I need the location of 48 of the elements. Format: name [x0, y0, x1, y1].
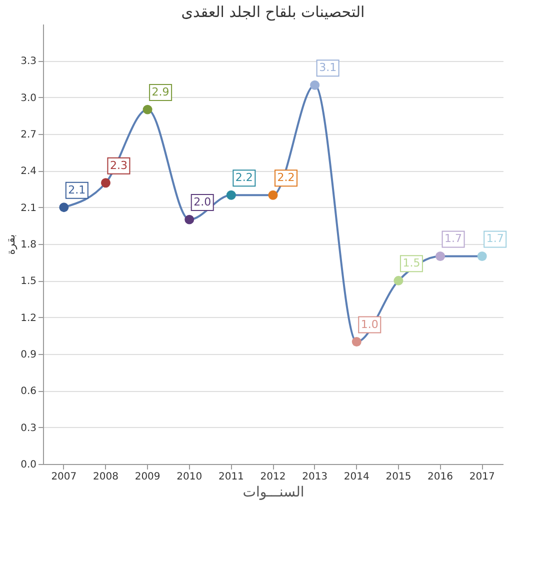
- y-tick-label: 2.4: [20, 166, 36, 178]
- x-tick-label: 2010: [176, 472, 202, 482]
- data-label: 1.7: [444, 232, 462, 246]
- y-tick-label: 1.5: [20, 276, 36, 288]
- point: [436, 251, 446, 261]
- x-tick-label: 2008: [93, 472, 118, 482]
- point: [142, 104, 152, 114]
- data-label: 1.0: [360, 318, 378, 331]
- point: [394, 276, 404, 286]
- x-tick-label: 2016: [428, 472, 453, 482]
- data-label: 2.0: [194, 196, 212, 209]
- point: [226, 190, 236, 200]
- point: [59, 202, 69, 212]
- data-label: 2.9: [152, 86, 170, 99]
- data-label: 2.2: [235, 171, 253, 184]
- y-tick-label: 0.3: [20, 422, 36, 434]
- y-tick-label: 0.6: [20, 386, 36, 398]
- point: [352, 337, 362, 347]
- x-tick-label: 2013: [302, 472, 328, 482]
- point: [310, 80, 320, 90]
- y-tick-label: 3.3: [20, 56, 36, 68]
- y-tick-label: 2.1: [20, 202, 36, 214]
- data-label: 2.2: [277, 171, 295, 184]
- y-tick-label: 2.7: [20, 130, 36, 140]
- y-tick-label: 3.0: [20, 92, 36, 104]
- x-tick-label: 2012: [260, 472, 286, 482]
- y-tick-label: 0.0: [20, 460, 36, 470]
- x-tick-label: 2009: [134, 472, 160, 482]
- data-label: 1.7: [486, 232, 504, 246]
- x-tick-label: 2007: [51, 472, 77, 482]
- x-tick-label: 2011: [218, 472, 244, 482]
- x-tick-label: 2017: [469, 472, 495, 482]
- y-tick-label: 1.8: [20, 240, 36, 250]
- y-tick-label: 0.9: [20, 350, 36, 360]
- y-axis-title: بقرة: [4, 234, 18, 255]
- x-axis-title: السنـــوات: [242, 484, 304, 500]
- point: [477, 251, 487, 261]
- point: [184, 214, 194, 224]
- data-label: 2.3: [110, 158, 128, 172]
- data-label: 1.5: [402, 256, 420, 270]
- data-label: 2.1: [68, 183, 86, 196]
- point: [100, 178, 110, 188]
- y-tick-label: 1.2: [20, 312, 36, 324]
- data-label: 3.1: [319, 61, 337, 74]
- x-tick-label: 2015: [386, 472, 412, 482]
- chart-title: التحصينات بلقاح الجلد العقدى: [181, 3, 365, 21]
- x-tick-label: 2014: [344, 472, 370, 482]
- point: [268, 190, 278, 200]
